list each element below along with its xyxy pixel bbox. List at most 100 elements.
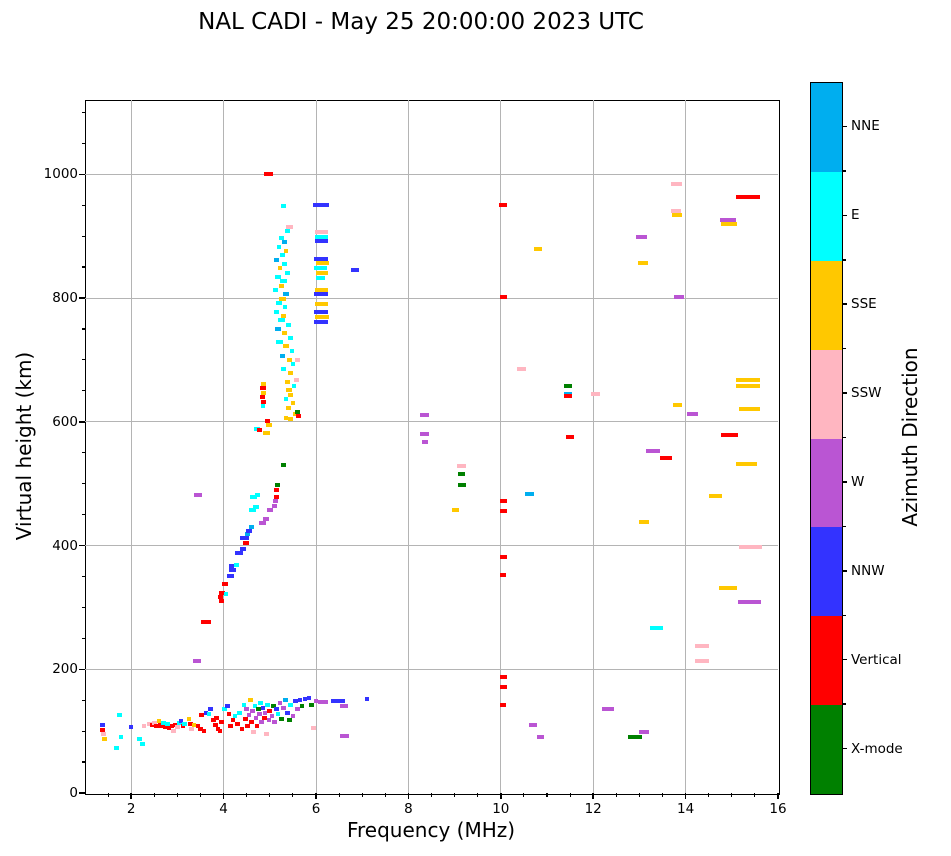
data-point xyxy=(283,292,289,297)
data-point xyxy=(719,586,737,591)
y-major-tick xyxy=(79,544,85,547)
data-point xyxy=(275,711,281,716)
data-point xyxy=(601,707,615,712)
grid-line-x xyxy=(315,100,317,793)
y-major-tick xyxy=(79,792,85,794)
data-point xyxy=(314,239,329,244)
data-point xyxy=(219,719,225,724)
data-point xyxy=(276,244,282,249)
data-point xyxy=(280,313,287,318)
data-point xyxy=(228,724,233,729)
data-point xyxy=(499,498,507,503)
data-point xyxy=(246,713,252,718)
data-point xyxy=(638,261,649,266)
data-point xyxy=(314,234,329,239)
data-point xyxy=(420,412,429,417)
data-point xyxy=(736,377,760,382)
colorbar-segment-ssw xyxy=(811,349,842,439)
data-point xyxy=(285,406,292,411)
data-point xyxy=(228,563,235,568)
data-point xyxy=(284,379,291,384)
y-minor-tick xyxy=(81,359,85,361)
data-point xyxy=(253,715,259,720)
data-point xyxy=(635,235,648,240)
x-minor-tick xyxy=(153,793,155,797)
data-point xyxy=(736,461,757,466)
data-point xyxy=(273,287,278,292)
x-minor-tick xyxy=(754,793,756,797)
data-point xyxy=(283,344,289,349)
data-point xyxy=(214,715,219,720)
data-point xyxy=(256,427,263,432)
data-point xyxy=(294,357,301,362)
data-point xyxy=(260,386,266,391)
data-point xyxy=(275,274,281,279)
data-point xyxy=(315,302,328,307)
data-point xyxy=(141,723,147,728)
data-point xyxy=(250,495,258,500)
x-tick-label: 10 xyxy=(492,801,510,817)
data-point xyxy=(263,430,271,435)
data-point xyxy=(290,362,296,367)
colorbar-tick xyxy=(843,747,847,750)
data-point xyxy=(227,574,234,579)
data-point xyxy=(499,554,507,559)
data-point xyxy=(517,366,526,371)
data-point xyxy=(313,257,328,262)
data-point xyxy=(221,582,229,587)
grid-line-y xyxy=(85,668,778,670)
data-point xyxy=(290,713,296,718)
data-point xyxy=(499,684,507,689)
data-point xyxy=(563,391,572,396)
colorbar-segment-e xyxy=(811,171,842,261)
data-point xyxy=(499,295,507,300)
data-point xyxy=(282,305,288,310)
data-point xyxy=(738,545,762,550)
data-point xyxy=(269,713,275,718)
data-point xyxy=(171,729,176,734)
data-point xyxy=(660,455,672,460)
data-point xyxy=(282,331,287,336)
colorbar-tick xyxy=(843,570,847,572)
x-tick-label: 12 xyxy=(584,801,602,817)
data-point xyxy=(627,735,642,740)
data-point xyxy=(137,736,142,741)
y-tick-label: 0 xyxy=(69,785,78,801)
data-point xyxy=(151,721,157,726)
data-point xyxy=(192,658,201,663)
data-point xyxy=(280,204,287,209)
data-point xyxy=(671,208,682,213)
data-point xyxy=(274,309,280,314)
data-point xyxy=(565,434,575,439)
data-point xyxy=(334,699,346,704)
data-point xyxy=(274,707,280,712)
data-point xyxy=(149,722,155,727)
data-point xyxy=(199,713,204,718)
data-point xyxy=(709,494,723,498)
data-point xyxy=(195,724,201,729)
data-point xyxy=(279,353,286,358)
colorbar-tick xyxy=(843,481,847,483)
data-point xyxy=(316,276,326,281)
data-point xyxy=(721,432,738,437)
data-point xyxy=(316,271,328,276)
data-point xyxy=(638,519,650,524)
data-point xyxy=(206,712,212,717)
grid-line-y xyxy=(85,421,778,423)
x-minor-tick xyxy=(246,793,248,797)
data-point xyxy=(229,568,237,573)
data-point xyxy=(287,416,294,421)
data-point xyxy=(261,715,267,720)
y-axis-label: Virtual height (km) xyxy=(12,351,36,541)
data-point xyxy=(289,349,295,354)
data-point xyxy=(311,726,316,731)
data-point xyxy=(217,729,223,734)
data-point xyxy=(118,735,124,740)
data-point xyxy=(267,508,273,513)
colorbar-tick xyxy=(843,125,847,128)
data-point xyxy=(563,383,572,388)
colorbar-boundary-tick xyxy=(843,436,846,439)
grid-layer xyxy=(85,100,778,793)
data-point xyxy=(249,709,255,714)
colorbar-label: Azimuth Direction xyxy=(898,347,922,527)
